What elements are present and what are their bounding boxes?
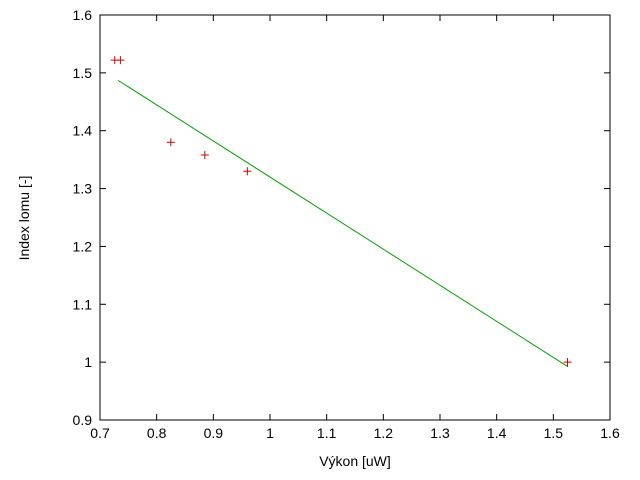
x-tick-label: 0.7: [90, 425, 110, 441]
x-tick-label: 1.6: [600, 425, 620, 441]
x-axis-label: Výkon [uW]: [319, 453, 391, 469]
y-tick-label: 1.6: [73, 7, 93, 23]
y-tick-label: 1.1: [73, 296, 93, 312]
x-tick-label: 1.1: [317, 425, 337, 441]
y-tick-label: 1: [84, 354, 92, 370]
y-tick-label: 1.5: [73, 65, 93, 81]
y-tick-label: 1.3: [73, 181, 93, 197]
y-axis-label: Index lomu [-]: [16, 175, 32, 261]
y-tick-label: 1.4: [73, 123, 93, 139]
x-tick-label: 0.9: [204, 425, 224, 441]
x-tick-label: 1.2: [374, 425, 394, 441]
x-tick-label: 0.8: [147, 425, 167, 441]
fit-line: [117, 79, 569, 368]
y-tick-label: 0.9: [73, 412, 93, 428]
x-tick-label: 1.3: [430, 425, 450, 441]
x-tick-label: 1.5: [544, 425, 564, 441]
x-tick-label: 1.4: [487, 425, 507, 441]
x-tick-label: 1: [266, 425, 274, 441]
y-tick-label: 1.2: [73, 238, 93, 254]
plot-border: [99, 14, 611, 421]
